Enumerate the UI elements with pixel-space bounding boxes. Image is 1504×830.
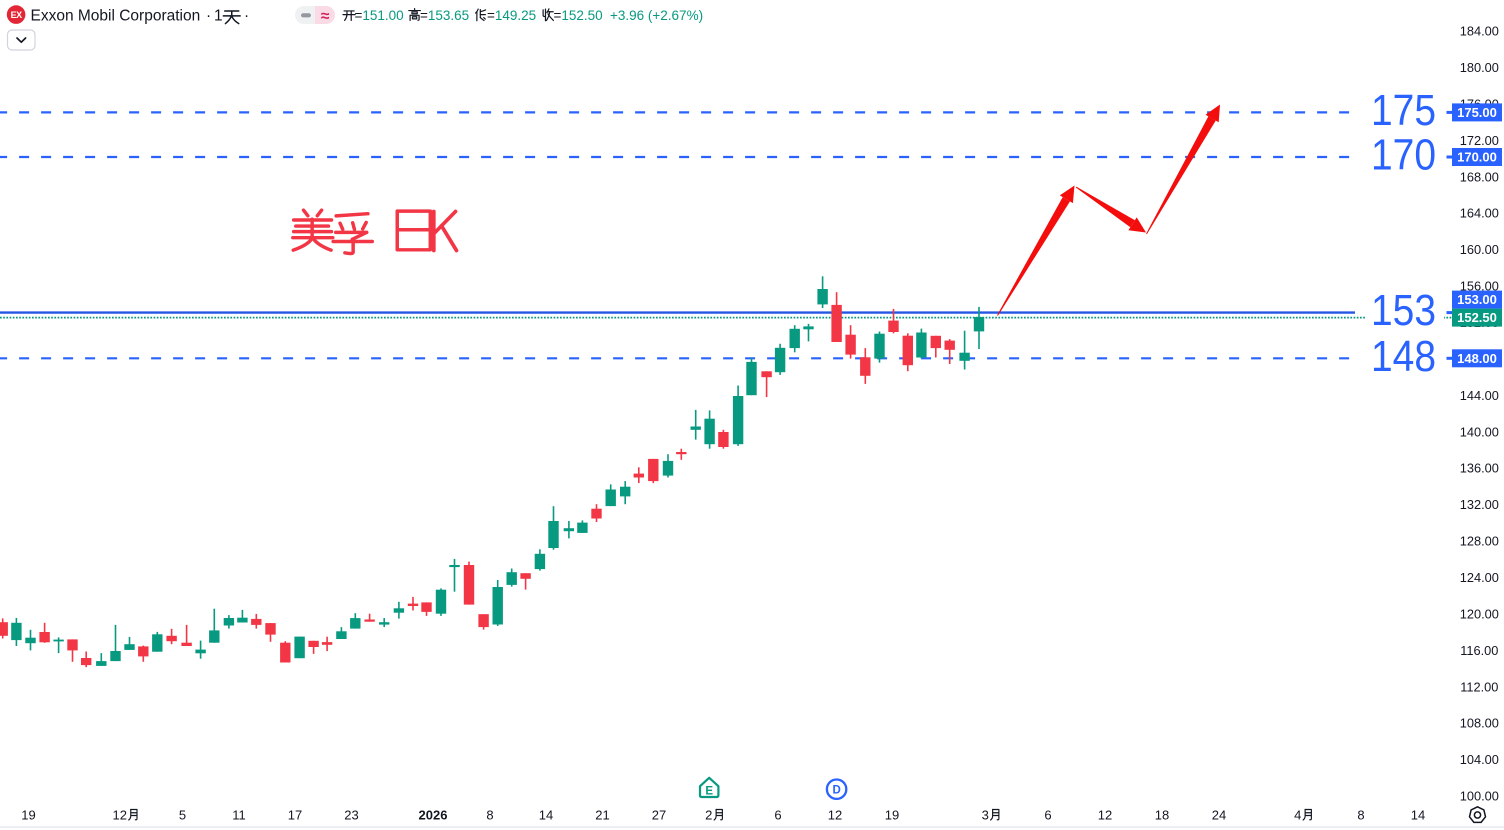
- svg-text:184.00: 184.00: [1460, 24, 1499, 39]
- svg-text:19: 19: [885, 808, 899, 823]
- svg-text:168.00: 168.00: [1460, 169, 1499, 184]
- svg-text:153.00: 153.00: [1457, 292, 1497, 307]
- svg-text:D: D: [832, 785, 840, 797]
- svg-text:19: 19: [21, 808, 35, 823]
- svg-text:148.00: 148.00: [1457, 351, 1497, 366]
- svg-text:21: 21: [595, 808, 609, 823]
- svg-text:175: 175: [1371, 87, 1436, 135]
- svg-text:5: 5: [179, 808, 186, 823]
- svg-text:18: 18: [1155, 808, 1169, 823]
- svg-text:17: 17: [288, 808, 302, 823]
- svg-text:172.00: 172.00: [1460, 133, 1499, 148]
- svg-text:=149.25: =149.25: [487, 8, 536, 23]
- svg-text:144.00: 144.00: [1460, 388, 1499, 403]
- svg-text:24: 24: [1212, 808, 1226, 823]
- svg-text:170.00: 170.00: [1457, 150, 1497, 165]
- svg-text:14: 14: [1411, 808, 1425, 823]
- svg-text:8: 8: [1357, 808, 1364, 823]
- svg-text:6: 6: [1044, 808, 1051, 823]
- svg-text:112.00: 112.00: [1460, 679, 1498, 694]
- svg-text:≈: ≈: [321, 8, 330, 25]
- svg-text:1: 1: [214, 8, 223, 25]
- svg-text:170: 170: [1371, 132, 1436, 180]
- svg-text:3: 3: [982, 808, 989, 823]
- svg-text:124.00: 124.00: [1460, 570, 1499, 585]
- svg-text:180.00: 180.00: [1460, 60, 1499, 75]
- svg-text:EX: EX: [11, 10, 23, 20]
- svg-text:Exxon Mobil Corporation: Exxon Mobil Corporation: [31, 8, 201, 25]
- svg-text:2026: 2026: [419, 808, 448, 823]
- svg-text:108.00: 108.00: [1460, 716, 1499, 731]
- svg-text:23: 23: [344, 808, 358, 823]
- svg-text:=153.65: =153.65: [420, 8, 469, 23]
- svg-text:116.00: 116.00: [1460, 643, 1498, 658]
- svg-text:12: 12: [1098, 808, 1112, 823]
- svg-text:=152.50: =152.50: [554, 8, 603, 23]
- svg-text:6: 6: [774, 808, 781, 823]
- svg-text:=151.00: =151.00: [355, 8, 404, 23]
- svg-text:148: 148: [1371, 333, 1436, 381]
- svg-text:120.00: 120.00: [1460, 606, 1499, 621]
- svg-text:8: 8: [486, 808, 493, 823]
- svg-text:E: E: [705, 786, 713, 798]
- svg-text:164.00: 164.00: [1460, 206, 1499, 221]
- svg-text:132.00: 132.00: [1460, 497, 1499, 512]
- svg-text:27: 27: [652, 808, 666, 823]
- svg-text:128.00: 128.00: [1460, 534, 1499, 549]
- svg-text:12: 12: [113, 808, 127, 823]
- svg-text:160.00: 160.00: [1460, 242, 1499, 257]
- svg-text:14: 14: [539, 808, 553, 823]
- svg-text:104.00: 104.00: [1460, 752, 1499, 767]
- svg-text:152.50: 152.50: [1457, 310, 1497, 325]
- svg-text:·: ·: [244, 8, 249, 25]
- svg-text:12: 12: [828, 808, 842, 823]
- svg-text:+3.96 (+2.67%): +3.96 (+2.67%): [610, 8, 703, 23]
- svg-text:175.00: 175.00: [1457, 105, 1497, 120]
- svg-text:153: 153: [1371, 287, 1436, 335]
- svg-text:4: 4: [1294, 808, 1301, 823]
- svg-text:156.00: 156.00: [1460, 279, 1499, 294]
- svg-text:11: 11: [232, 808, 246, 823]
- svg-text:136.00: 136.00: [1460, 461, 1499, 476]
- svg-text:140.00: 140.00: [1460, 424, 1499, 439]
- svg-text:·: ·: [206, 8, 211, 25]
- svg-text:100.00: 100.00: [1460, 789, 1499, 804]
- svg-text:2: 2: [705, 808, 712, 823]
